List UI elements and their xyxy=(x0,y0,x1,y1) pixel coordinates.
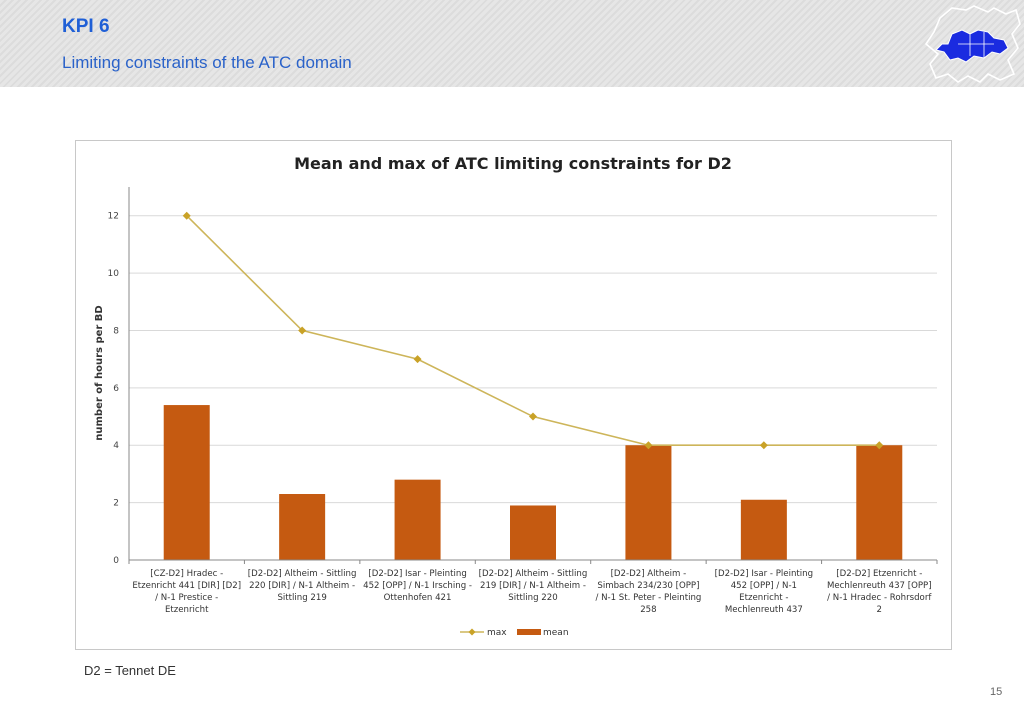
x-category-label: [D2-D2] Isar - Pleinting 452 [OPP] / N-1 E… xyxy=(715,569,813,615)
europe-map-logo xyxy=(924,5,1021,83)
max-point-marker xyxy=(875,441,884,450)
mean-bar xyxy=(856,445,903,560)
y-tick-label: 8 xyxy=(113,326,119,336)
x-category-label: [D2-D2] Altheim -Simbach 234/230 [OPP] / … xyxy=(595,569,701,615)
y-tick-label: 6 xyxy=(113,384,119,394)
x-category-label: [D2-D2] Altheim - Sittling 220 [DIR] / N-… xyxy=(248,569,357,603)
y-tick-label: 0 xyxy=(113,556,119,566)
mean-bar xyxy=(625,445,672,560)
y-tick-label: 12 xyxy=(108,212,119,222)
slide-header: KPI 6 Limiting constraints of the ATC do… xyxy=(0,0,1024,87)
mean-bar xyxy=(394,479,441,560)
chart-frame: Mean and max of ATC limiting constraints… xyxy=(75,140,952,650)
y-tick-label: 4 xyxy=(113,441,119,451)
x-category-label: [D2-D2] Isar - Pleinting 452 [OPP] / N-1 … xyxy=(363,569,472,603)
y-tick-label: 10 xyxy=(108,269,120,279)
chart-legend: max mean xyxy=(460,628,569,638)
x-category-label: [D2-D2] Etzenricht -Mechlenreuth 437 [OP… xyxy=(827,569,932,615)
mean-bar xyxy=(163,405,210,560)
mean-bar xyxy=(279,494,326,560)
max-point-marker xyxy=(644,441,653,450)
legend-max-label: max xyxy=(487,628,507,638)
max-point-marker xyxy=(759,441,768,450)
slide-title: KPI 6 xyxy=(62,16,110,37)
mean-bar xyxy=(510,505,556,560)
footnote: D2 = Tennet DE xyxy=(84,663,176,678)
legend-mean-label: mean xyxy=(543,628,569,638)
mean-bar xyxy=(740,499,787,560)
max-point-marker xyxy=(182,211,191,220)
x-category-label: [CZ-D2] Hradec -Etzenricht 441 [DIR] [D2… xyxy=(132,569,241,615)
y-axis-label: number of hours per BD xyxy=(94,305,105,440)
legend-mean-swatch xyxy=(517,629,541,635)
max-point-marker xyxy=(529,412,537,421)
y-tick-label: 2 xyxy=(113,499,119,509)
page-number: 15 xyxy=(990,686,1003,698)
slide-subtitle: Limiting constraints of the ATC domain xyxy=(62,53,352,72)
max-point-marker xyxy=(298,326,307,335)
max-point-marker xyxy=(413,355,422,364)
legend-max-marker xyxy=(468,628,476,636)
x-category-label: [D2-D2] Altheim - Sittling 219 [DIR] / N-… xyxy=(479,569,588,603)
atc-constraints-chart: Mean and max of ATC limiting constraints… xyxy=(94,154,938,638)
chart-title: Mean and max of ATC limiting constraints… xyxy=(294,154,732,173)
